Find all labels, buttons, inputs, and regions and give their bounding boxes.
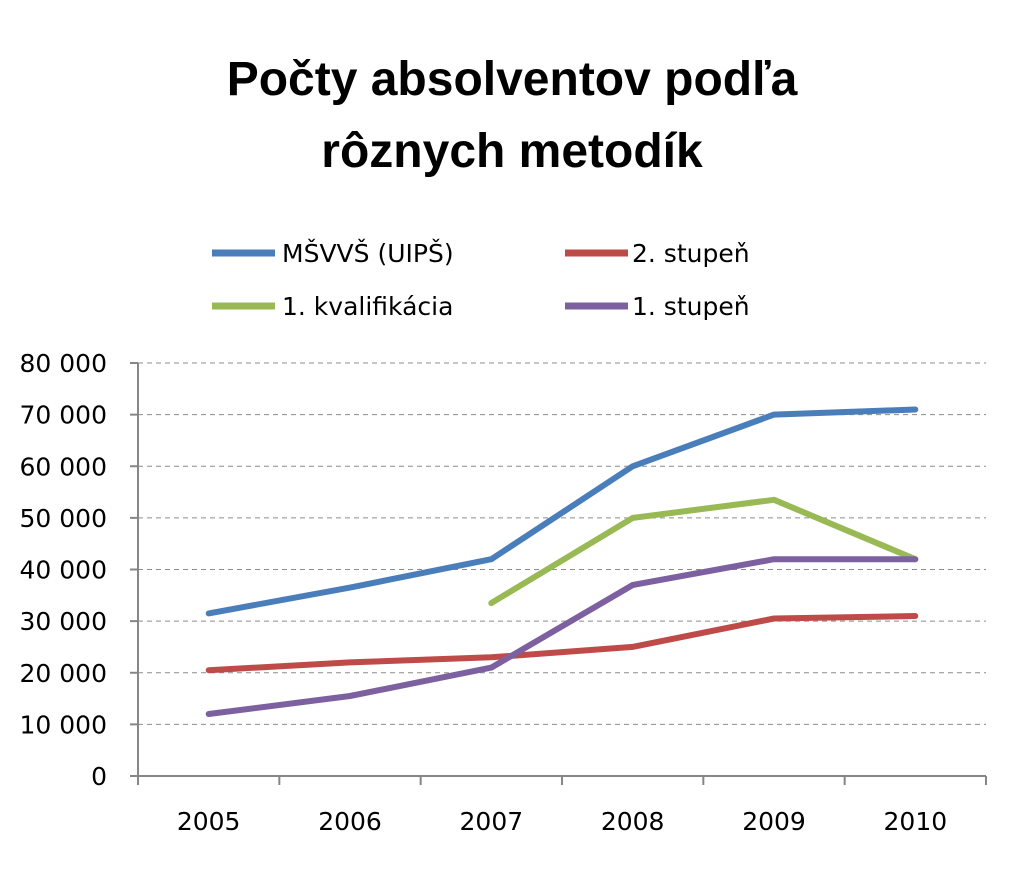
legend-item-2-stupen: 2. stupeň (565, 239, 750, 268)
legend: MŠVVŠ (UIPŠ) 2. stupeň 1. kvalifikácia 1… (212, 238, 750, 321)
chart-title: Počty absolventov podľa rôznych metodík (227, 53, 798, 178)
y-tick-label: 80 000 (20, 349, 107, 378)
x-tick-label: 2008 (601, 807, 665, 836)
series-line-1 (205, 613, 919, 674)
y-tick-label: 0 (91, 762, 107, 791)
x-tick-label: 2006 (318, 807, 382, 836)
x-axis: 2005 2006 2007 2008 2009 2010 (137, 775, 987, 836)
y-tick-label: 40 000 (20, 556, 107, 585)
series-line-0 (205, 406, 919, 617)
y-tick-label: 20 000 (20, 659, 107, 688)
y-tick-label: 30 000 (20, 607, 107, 636)
legend-label-1-kvalifikacia: 1. kvalifikácia (282, 292, 453, 321)
gridlines (138, 362, 986, 725)
y-tick-label: 60 000 (20, 452, 107, 481)
x-tick-label: 2005 (177, 807, 241, 836)
y-tick-label: 50 000 (20, 504, 107, 533)
series-line-2 (488, 496, 919, 607)
y-tick-label: 70 000 (20, 401, 107, 430)
x-tick-label: 2007 (460, 807, 524, 836)
chart-title-line-1: Počty absolventov podľa (227, 53, 798, 106)
series-lines (205, 406, 919, 717)
legend-item-msvvs: MŠVVŠ (UIPŠ) (212, 238, 454, 268)
legend-label-2-stupen: 2. stupeň (632, 239, 750, 268)
y-axis: 0 10 000 20 000 30 000 40 000 50 000 60 000 70 … (20, 349, 139, 791)
legend-item-1-stupen: 1. stupeň (565, 292, 750, 321)
legend-label-1-stupen: 1. stupeň (632, 292, 750, 321)
y-tick-label: 10 000 (20, 710, 107, 739)
x-tick-label: 2009 (742, 807, 806, 836)
legend-label-msvvs: MŠVVŠ (UIPŠ) (282, 238, 454, 268)
legend-item-1-kvalifikacia: 1. kvalifikácia (212, 292, 453, 321)
series-line-3 (205, 556, 919, 717)
chart-title-line-2: rôznych metodík (321, 125, 703, 178)
x-tick-label: 2010 (884, 807, 948, 836)
